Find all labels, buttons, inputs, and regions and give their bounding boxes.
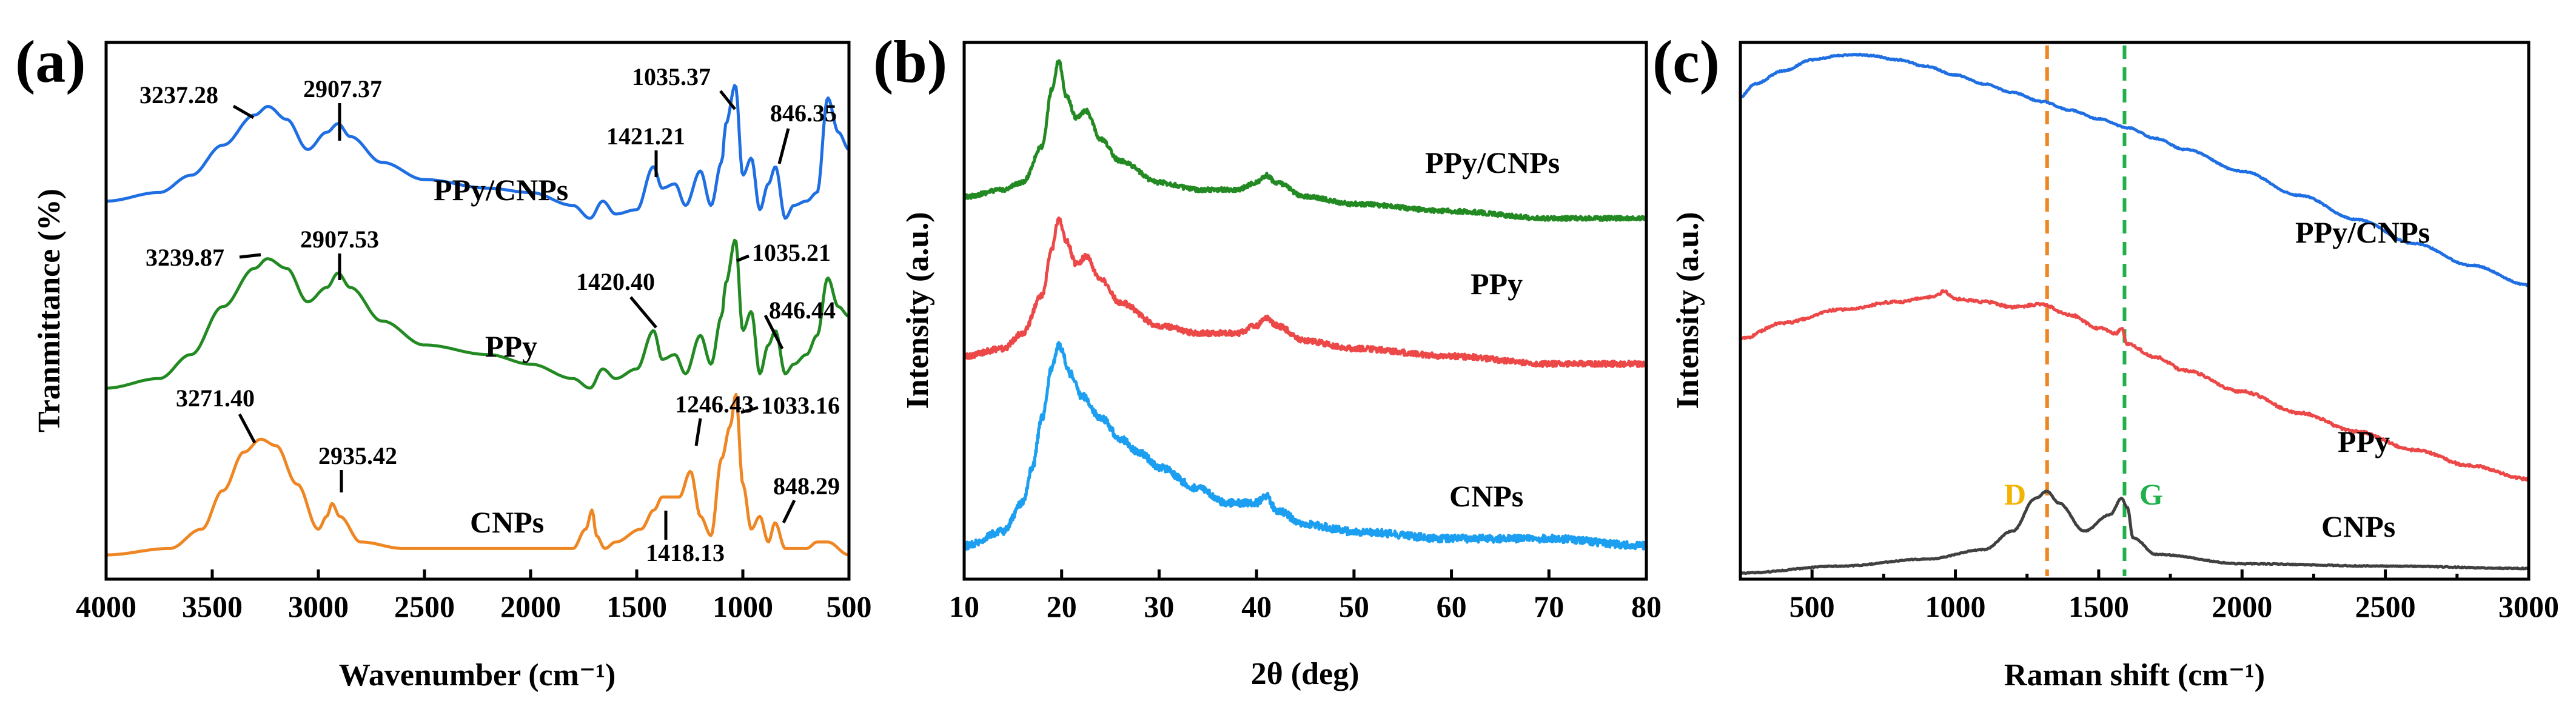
x-tick-label: 2500 (2355, 589, 2416, 623)
annotation-1035-21-arrow (736, 254, 750, 263)
x-tick-label: 3000 (288, 589, 349, 623)
panel-c-series-label-ppy-cnps: PPy/CNPs (2295, 215, 2430, 249)
x-tick-label: 70 (1534, 589, 1564, 623)
series-line-cnps (106, 392, 850, 557)
annotation-846-44: 846.44 (769, 297, 836, 324)
annotation-3239-87: 3239.87 (146, 244, 224, 271)
annotation-848-29: 848.29 (773, 472, 840, 500)
x-tick-label: 2000 (2212, 589, 2272, 623)
panel-a: (a) 4000 3500 3000 2500 2000 1500 1000 500 Wave… (15, 28, 872, 693)
x-tick-label: 4000 (76, 589, 136, 623)
x-tick-label: 1500 (606, 589, 667, 623)
annotation-2907-53: 2907.53 (300, 226, 379, 253)
panel-b-label: (b) (873, 28, 947, 95)
panel-a-series (106, 84, 850, 557)
x-tick-label: 20 (1047, 589, 1077, 623)
annotation-3271-40-arrow (238, 413, 257, 444)
annotation-3237-28-arrow (232, 104, 255, 119)
annotation-1421-21: 1421.21 (606, 123, 685, 150)
panel-a-label: (a) (15, 28, 86, 95)
annotation-1420-40: 1420.40 (576, 268, 655, 295)
annotation-1246-43-arrow (694, 418, 702, 446)
annotation-3237-28: 3237.28 (139, 81, 218, 109)
panel-b-series (962, 59, 1648, 551)
annotation-1418-13: 1418.13 (646, 539, 725, 566)
annotation-3239-87-arrow (239, 253, 261, 259)
panel-c-series-label-cnps: CNPs (2321, 509, 2395, 543)
panel-a-ylabel: Tranmittance (%) (32, 189, 67, 432)
panel-c-xlabel: Raman shift (cm⁻¹) (2004, 658, 2265, 693)
x-tick-label: 2000 (500, 589, 561, 623)
annotation-1033-16: 1033.16 (761, 392, 840, 419)
panel-c-markers (2045, 45, 2127, 576)
series-line-cnps (962, 341, 1648, 551)
series-line-ppy (962, 216, 1648, 368)
annotation-1035-21: 1035.21 (752, 239, 831, 266)
x-tick-label: 2500 (394, 589, 455, 623)
annotation-846-35-arrow (777, 128, 790, 164)
panel-b: (b) 10 20 30 40 50 60 70 80 2θ (deg) Intensity … (873, 28, 1662, 691)
panel-a-ticks: 4000 3500 3000 2500 2000 1500 1000 500 (76, 569, 872, 623)
annotation-1035-37-arrow (719, 90, 736, 110)
annotation-3271-40: 3271.40 (176, 384, 255, 412)
series-line-ppy (1739, 289, 2530, 482)
panel-b-axes (962, 41, 1648, 581)
panel-a-series-label-ppy-cnps: PPy/CNPs (434, 173, 568, 207)
panel-b-xlabel: 2θ (deg) (1251, 657, 1360, 691)
panel-a-axes (104, 41, 851, 581)
panel-b-ylabel: Intensity (a.u.) (901, 212, 935, 409)
panel-b-ticks: 10 20 30 40 50 60 70 80 (949, 569, 1662, 623)
panel-a-series-label-ppy: PPy (485, 329, 537, 363)
x-tick-label: 10 (949, 589, 979, 623)
series-line-ppy-cnps (106, 84, 850, 220)
series-line-ppy-cnps (1739, 52, 2530, 287)
annotation-1246-43: 1246.43 (675, 391, 754, 418)
panel-c-axes (1739, 41, 2531, 581)
annotation-1420-40-arrow (629, 296, 657, 329)
annotation-2907-37: 2907.37 (303, 75, 382, 102)
series-line-ppy (106, 238, 850, 390)
panel-b-series-label-cnps: CNPs (1449, 479, 1523, 513)
annotation-1035-37: 1035.37 (632, 63, 711, 90)
x-tick-label: 50 (1339, 589, 1369, 623)
x-tick-label: 1000 (713, 589, 773, 623)
raman-g-band-label: G (2139, 477, 2163, 511)
panel-c-label: (c) (1652, 28, 1720, 95)
x-tick-label: 500 (1789, 589, 1835, 623)
panel-a-series-label-cnps: CNPs (470, 505, 544, 539)
panel-c-series (1739, 52, 2530, 576)
raman-d-band-label: D (2004, 477, 2026, 511)
annotation-2935-42: 2935.42 (318, 442, 397, 469)
x-tick-label: 60 (1437, 589, 1467, 623)
x-tick-label: 40 (1241, 589, 1272, 623)
annotation-846-44-arrow (763, 314, 784, 350)
x-tick-label: 80 (1631, 589, 1662, 623)
panel-c-ticks: 500 1000 1500 2000 2500 3000 (1739, 569, 2559, 623)
series-line-cnps (1739, 489, 2530, 576)
x-tick-label: 1000 (1925, 589, 1986, 623)
panel-c-ylabel: Intensity (a.u.) (1671, 212, 1705, 409)
annotation-1033-16-arrow (740, 406, 759, 414)
panel-c: (c) 500 1000 1500 2000 2500 3000 Raman shift … (1652, 28, 2559, 693)
series-line-ppy-cnps (962, 59, 1648, 222)
annotation-846-35: 846.35 (770, 99, 837, 127)
panel-c-series-label-ppy: PPy (2338, 425, 2390, 458)
panel-b-series-label-ppy: PPy (1471, 267, 1523, 301)
x-tick-label: 1500 (2068, 589, 2129, 623)
x-tick-label: 500 (827, 589, 872, 623)
x-tick-label: 3500 (182, 589, 243, 623)
annotation-848-29-arrow (782, 499, 796, 524)
x-tick-label: 3000 (2498, 589, 2559, 623)
panel-a-xlabel: Wavenumber (cm⁻¹) (339, 658, 616, 693)
x-tick-label: 30 (1144, 589, 1174, 623)
panel-b-series-label-ppy-cnps: PPy/CNPs (1425, 146, 1560, 180)
